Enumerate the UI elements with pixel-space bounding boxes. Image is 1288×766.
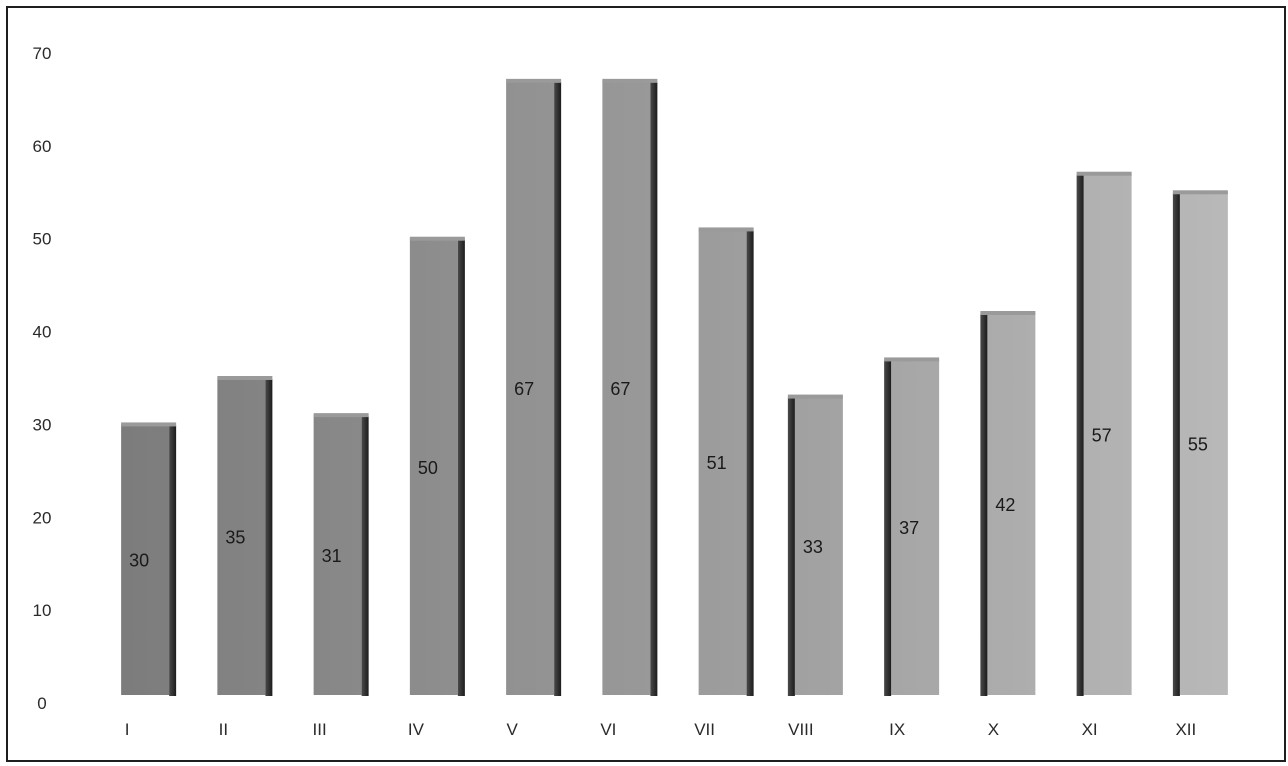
x-tick-label: I bbox=[125, 720, 130, 739]
x-tick-label: IX bbox=[889, 720, 905, 739]
bar bbox=[698, 227, 754, 696]
bar-front bbox=[1179, 192, 1228, 696]
bar-top bbox=[884, 357, 940, 362]
bar bbox=[787, 394, 843, 696]
data-label: 50 bbox=[418, 458, 438, 478]
x-tick-label: V bbox=[506, 720, 518, 739]
bar-top bbox=[217, 376, 273, 380]
bar-side bbox=[1172, 193, 1180, 697]
bar-top bbox=[506, 78, 562, 83]
bar-top bbox=[602, 78, 658, 83]
x-tick-label: IV bbox=[408, 720, 425, 739]
bar-top bbox=[980, 311, 1036, 315]
bar-front bbox=[506, 80, 555, 696]
data-label: 51 bbox=[707, 453, 727, 473]
bar-front bbox=[313, 415, 362, 695]
x-tick-label: XI bbox=[1082, 720, 1098, 739]
x-tick-label: II bbox=[219, 720, 228, 739]
bar-top bbox=[787, 394, 843, 399]
bar bbox=[884, 357, 940, 696]
bar bbox=[313, 413, 369, 696]
x-axis: I II III IV V VI VII VIII IX X XI XII bbox=[125, 720, 1197, 739]
data-label: 55 bbox=[1188, 435, 1208, 455]
y-tick-label: 20 bbox=[33, 508, 52, 527]
bar-front bbox=[1083, 173, 1132, 695]
bar-side bbox=[1076, 174, 1084, 696]
bar-top bbox=[313, 413, 369, 418]
bar-front bbox=[217, 378, 266, 695]
bar-side bbox=[554, 81, 562, 697]
bar-top bbox=[409, 236, 465, 241]
bar bbox=[121, 422, 177, 696]
x-tick-label: XII bbox=[1175, 720, 1196, 739]
bar-side bbox=[650, 81, 658, 697]
bar-side bbox=[169, 425, 177, 696]
bar-side bbox=[980, 314, 988, 696]
bar bbox=[506, 78, 562, 697]
bar-side bbox=[265, 379, 273, 696]
bar-front bbox=[698, 229, 747, 695]
bar-front bbox=[794, 396, 843, 695]
data-label: 37 bbox=[899, 518, 919, 538]
y-tick-label: 50 bbox=[33, 230, 52, 249]
bar bbox=[980, 311, 1036, 696]
bar-top bbox=[121, 422, 177, 427]
bar-side bbox=[884, 360, 892, 696]
bar bbox=[409, 236, 465, 696]
data-label: 57 bbox=[1092, 425, 1112, 445]
x-tick-label: VIII bbox=[788, 720, 814, 739]
bar-front bbox=[409, 238, 458, 695]
bar-front bbox=[602, 80, 651, 696]
data-label: 31 bbox=[322, 546, 342, 566]
data-label: 67 bbox=[514, 379, 534, 399]
bar-front bbox=[121, 424, 170, 695]
data-label: 30 bbox=[129, 551, 149, 571]
bar bbox=[1076, 171, 1132, 696]
data-label: 35 bbox=[225, 528, 245, 548]
x-tick-label: VII bbox=[694, 720, 715, 739]
x-tick-label: VI bbox=[600, 720, 616, 739]
y-tick-label: 10 bbox=[33, 601, 52, 620]
y-axis: 0 10 20 30 40 50 60 70 bbox=[33, 44, 52, 713]
y-tick-label: 70 bbox=[33, 44, 52, 63]
data-label: 67 bbox=[610, 379, 630, 399]
x-tick-label: X bbox=[988, 720, 999, 739]
y-tick-label: 0 bbox=[37, 694, 46, 713]
data-label: 33 bbox=[803, 537, 823, 557]
bar-top bbox=[698, 227, 754, 232]
bar-side bbox=[746, 230, 754, 696]
bar-side bbox=[787, 397, 795, 696]
bar-front bbox=[891, 359, 940, 695]
bars: 30 35 31 50 67 67 51 33 37 42 57 55 bbox=[121, 78, 1228, 697]
bar-top bbox=[1076, 171, 1132, 176]
bar bbox=[1172, 190, 1228, 697]
bar bbox=[217, 376, 273, 696]
y-tick-label: 30 bbox=[33, 415, 52, 434]
bar-front bbox=[987, 313, 1036, 695]
y-tick-label: 40 bbox=[33, 323, 52, 342]
x-tick-label: III bbox=[313, 720, 327, 739]
bar-side bbox=[457, 239, 465, 696]
bar bbox=[602, 78, 658, 697]
data-label: 42 bbox=[995, 495, 1015, 515]
bar-top bbox=[1172, 190, 1228, 195]
bar-side bbox=[361, 416, 369, 696]
y-tick-label: 60 bbox=[33, 137, 52, 156]
